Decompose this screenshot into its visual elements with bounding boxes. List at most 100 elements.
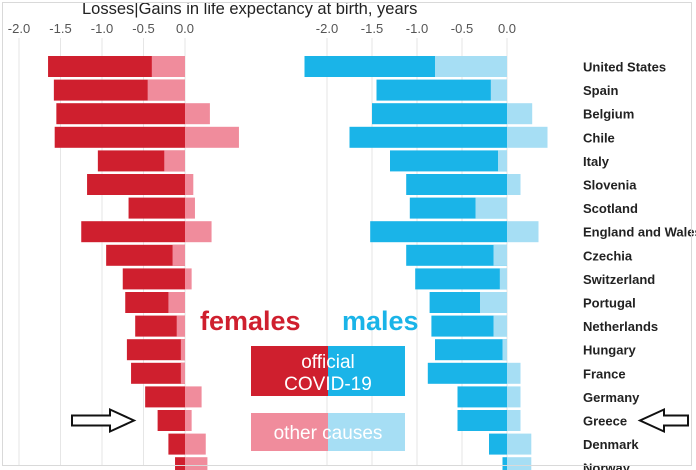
bar-official-females bbox=[48, 56, 185, 77]
bar-other-females bbox=[147, 79, 185, 101]
tick-label-males: -2.0 bbox=[316, 21, 338, 36]
legend-males-label: males bbox=[342, 306, 419, 336]
country-label: Denmark bbox=[583, 437, 639, 452]
bar-other-females bbox=[185, 174, 194, 195]
bar-other-females bbox=[185, 103, 210, 125]
bar-other-females bbox=[180, 362, 185, 384]
country-label: Greece bbox=[583, 414, 627, 429]
bar-official-females bbox=[128, 197, 185, 219]
country-label: Norway bbox=[583, 461, 631, 470]
bar-official-females bbox=[81, 221, 185, 243]
country-label: Czechia bbox=[583, 248, 633, 263]
bar-official-males bbox=[390, 150, 507, 172]
bar-other-males bbox=[507, 386, 521, 408]
bar-official-males bbox=[406, 244, 507, 266]
country-label: Germany bbox=[583, 390, 640, 405]
bar-other-males bbox=[507, 433, 532, 455]
country-label: Slovenia bbox=[583, 178, 637, 193]
tick-label-females: -1.0 bbox=[91, 21, 113, 36]
bar-other-females bbox=[185, 433, 206, 455]
country-label: Switzerland bbox=[583, 272, 655, 287]
country-label: France bbox=[583, 366, 626, 381]
bar-official-females bbox=[145, 386, 185, 408]
tick-label-males: -0.5 bbox=[451, 21, 473, 36]
bar-official-females bbox=[106, 244, 185, 266]
country-label: United States bbox=[583, 60, 666, 75]
country-label: Spain bbox=[583, 83, 618, 98]
legend-official-label-line2: COVID-19 bbox=[284, 374, 372, 395]
legend-official-label-line1: official bbox=[301, 352, 355, 373]
bar-official-males bbox=[370, 221, 507, 243]
bar-official-males bbox=[502, 457, 507, 470]
country-label: England and Wales bbox=[583, 225, 696, 240]
arrow-left-icon bbox=[637, 407, 689, 434]
bar-other-females bbox=[185, 410, 192, 431]
bar-official-females bbox=[87, 174, 185, 195]
bar-other-males bbox=[507, 221, 539, 243]
bar-official-males bbox=[349, 126, 507, 148]
bar-official-females bbox=[122, 268, 185, 290]
bar-other-females bbox=[185, 197, 195, 219]
bar-official-males bbox=[406, 174, 507, 195]
bar-official-females bbox=[126, 339, 185, 361]
bar-other-females bbox=[185, 268, 192, 290]
tick-label-males: -1.0 bbox=[406, 21, 428, 36]
arrow-right-icon bbox=[71, 407, 137, 434]
bar-other-males bbox=[507, 362, 521, 384]
legend-official-swatch-females bbox=[251, 346, 328, 396]
bar-official-females bbox=[97, 150, 185, 172]
bar-other-males bbox=[507, 174, 521, 195]
tick-label-females: 0.0 bbox=[176, 21, 194, 36]
bar-other-males bbox=[507, 410, 521, 431]
bar-other-males bbox=[493, 315, 507, 337]
bar-other-males bbox=[507, 103, 533, 125]
bar-official-males bbox=[457, 410, 507, 431]
tick-label-males: -1.5 bbox=[361, 21, 383, 36]
bar-official-males bbox=[431, 315, 507, 337]
country-label: Portugal bbox=[583, 296, 636, 311]
bar-other-males bbox=[507, 457, 532, 470]
bar-other-males bbox=[435, 56, 507, 77]
bar-official-males bbox=[376, 79, 507, 101]
bar-other-females bbox=[168, 292, 185, 313]
bar-official-males bbox=[457, 386, 507, 408]
country-label: Hungary bbox=[583, 343, 637, 358]
bar-other-females bbox=[164, 150, 185, 172]
bar-other-females bbox=[180, 339, 185, 361]
bar-other-males bbox=[498, 150, 507, 172]
tick-label-females: -1.5 bbox=[49, 21, 71, 36]
tick-label-females: -2.0 bbox=[8, 21, 30, 36]
bar-official-males bbox=[435, 339, 507, 361]
bar-official-males bbox=[415, 268, 507, 290]
tick-label-males: 0.0 bbox=[498, 21, 516, 36]
bar-other-males bbox=[502, 339, 507, 361]
bar-official-females bbox=[135, 315, 185, 337]
country-label: Netherlands bbox=[583, 319, 658, 334]
bar-other-males bbox=[490, 79, 507, 101]
legend-official-swatch-males bbox=[328, 346, 405, 396]
country-label: Scotland bbox=[583, 201, 638, 216]
bar-other-males bbox=[480, 292, 507, 313]
legend-other-label: other causes bbox=[274, 423, 383, 444]
bar-official-males bbox=[372, 103, 507, 125]
bar-official-females bbox=[131, 362, 185, 384]
bar-official-females bbox=[168, 433, 185, 455]
country-label: Italy bbox=[583, 154, 610, 169]
bar-other-males bbox=[493, 244, 507, 266]
bar-other-females bbox=[185, 386, 202, 408]
bar-official-males bbox=[489, 433, 507, 455]
legend-females-label: females bbox=[200, 306, 301, 336]
chart-title: Losses|Gains in life expectancy at birth… bbox=[82, 0, 417, 18]
bar-official-males bbox=[427, 362, 507, 384]
country-label: Chile bbox=[583, 130, 615, 145]
bar-official-females bbox=[157, 410, 185, 431]
bar-other-males bbox=[499, 268, 507, 290]
bar-other-females bbox=[172, 244, 185, 266]
legend-other-swatch-females bbox=[251, 413, 328, 451]
bar-other-females bbox=[185, 221, 212, 243]
bar-official-females bbox=[175, 457, 185, 470]
bar-official-females bbox=[56, 103, 185, 125]
bar-other-males bbox=[507, 126, 548, 148]
